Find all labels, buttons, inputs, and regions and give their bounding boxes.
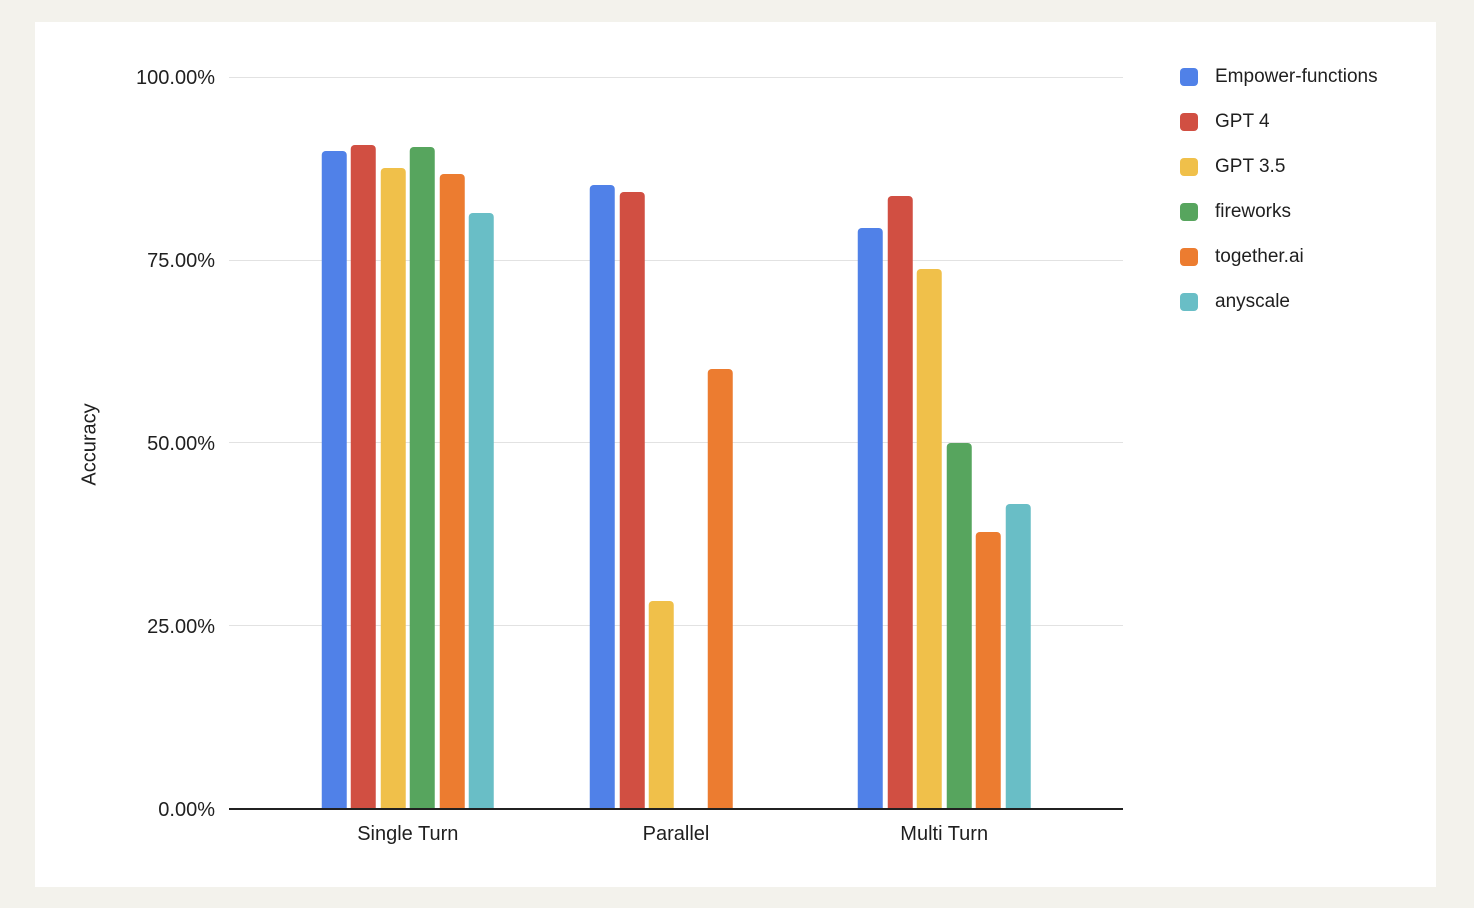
legend-label-gpt-3-5: GPT 3.5	[1215, 156, 1286, 177]
bar-fireworks-multi-turn[interactable]	[946, 443, 972, 808]
y-tick-label-100: 100.00%	[136, 67, 215, 89]
bar-fireworks-single-turn[interactable]	[410, 146, 436, 808]
bar-together-ai-parallel[interactable]	[707, 368, 733, 808]
bar-together-ai-multi-turn[interactable]	[975, 532, 1001, 808]
gridline-25	[229, 624, 1123, 626]
legend-label-gpt-4: GPT 4	[1215, 111, 1270, 132]
x-category-label-multi-turn: Multi Turn	[900, 823, 989, 845]
bar-gpt-4-multi-turn[interactable]	[887, 195, 913, 808]
legend-swatch-gpt-4	[1180, 113, 1198, 131]
bar-gpt-4-parallel[interactable]	[619, 191, 645, 808]
legend-label-anyscale: anyscale	[1215, 291, 1290, 312]
legend-label-empower-functions: Empower-functions	[1215, 66, 1378, 87]
y-tick-label-0: 0.00%	[158, 799, 215, 821]
legend-swatch-fireworks	[1180, 203, 1198, 221]
bar-group-single-turn	[321, 78, 495, 808]
legend-item-fireworks[interactable]: fireworks	[1180, 201, 1378, 223]
bar-gpt-4-single-turn[interactable]	[351, 145, 377, 808]
legend: Empower-functions GPT 4 GPT 3.5 fireworks to…	[1180, 66, 1378, 313]
gridline-50	[229, 442, 1123, 443]
y-tick-label-75: 75.00%	[147, 250, 215, 272]
legend-swatch-anyscale	[1180, 293, 1198, 311]
bar-gpt-3-5-parallel[interactable]	[648, 600, 674, 808]
gridline-75	[229, 259, 1123, 261]
gridline-100	[229, 77, 1123, 78]
legend-item-anyscale[interactable]: anyscale	[1180, 291, 1378, 313]
bar-group-parallel	[589, 78, 763, 808]
bar-empower-functions-multi-turn[interactable]	[857, 228, 883, 808]
y-tick-label-25: 25.00%	[147, 616, 215, 638]
x-category-label-parallel: Parallel	[642, 823, 710, 845]
legend-item-together-ai[interactable]: together.ai	[1180, 246, 1378, 268]
bar-empower-functions-parallel[interactable]	[589, 184, 615, 808]
legend-swatch-empower-functions	[1180, 68, 1198, 86]
legend-swatch-gpt-3-5	[1180, 158, 1198, 176]
bar-group-multi-turn	[857, 78, 1031, 808]
y-tick-label-50: 50.00%	[147, 433, 215, 455]
legend-item-empower-functions[interactable]: Empower-functions	[1180, 66, 1378, 88]
legend-swatch-together-ai	[1180, 248, 1198, 266]
bar-empower-functions-single-turn[interactable]	[321, 151, 347, 808]
bar-anyscale-single-turn[interactable]	[469, 213, 495, 808]
legend-label-together-ai: together.ai	[1215, 246, 1304, 267]
bar-gpt-3-5-single-turn[interactable]	[380, 167, 406, 808]
chart-card[interactable]: Accuracy 100.00% 75.00% 50.00% 25.00% 0.00% …	[35, 22, 1436, 887]
legend-item-gpt-3-5[interactable]: GPT 3.5	[1180, 156, 1378, 178]
bar-gpt-3-5-multi-turn[interactable]	[916, 269, 942, 808]
plot-area	[229, 77, 1123, 810]
legend-label-fireworks: fireworks	[1215, 201, 1292, 222]
x-category-label-single-turn: Single Turn	[357, 823, 459, 845]
legend-item-gpt-4[interactable]: GPT 4	[1180, 111, 1378, 133]
bar-together-ai-single-turn[interactable]	[439, 174, 465, 808]
bar-anyscale-multi-turn[interactable]	[1005, 503, 1031, 808]
